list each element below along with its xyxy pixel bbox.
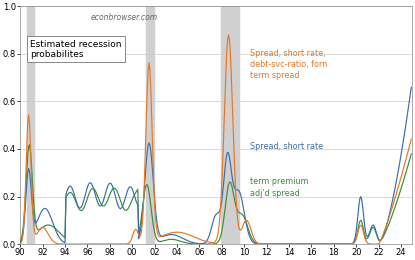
Bar bbox=[146, 6, 154, 244]
Text: Spread, short rate,
debt-svc-ratio, forn
term spread: Spread, short rate, debt-svc-ratio, forn… bbox=[250, 49, 327, 80]
Text: econbrowser.com: econbrowser.com bbox=[91, 14, 158, 22]
Bar bbox=[221, 6, 239, 244]
Text: Spread, short rate: Spread, short rate bbox=[250, 142, 323, 151]
Bar bbox=[27, 6, 34, 244]
Text: term premium
adj'd spread: term premium adj'd spread bbox=[250, 178, 308, 198]
Text: Estimated recession
probabilites: Estimated recession probabilites bbox=[30, 40, 122, 59]
